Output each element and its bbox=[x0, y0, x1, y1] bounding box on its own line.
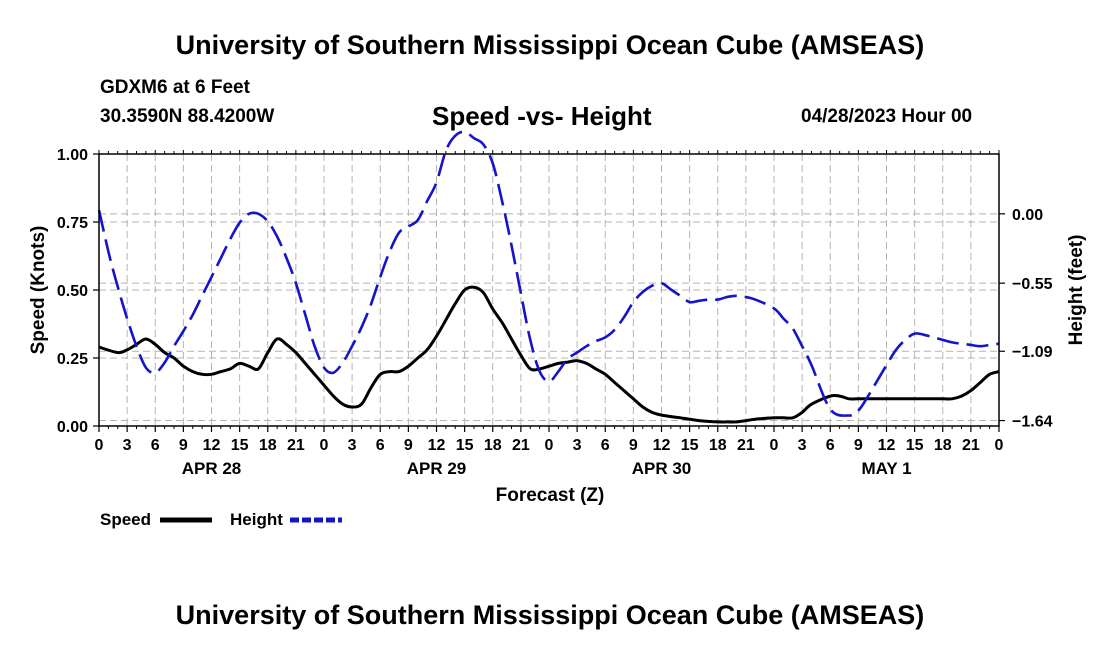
x-tick-label: 18 bbox=[934, 437, 952, 454]
x-tick-label: 0 bbox=[545, 437, 554, 454]
x-tick-label: 12 bbox=[653, 437, 671, 454]
station-label: GDXM6 at 6 Feet bbox=[100, 77, 250, 98]
x-tick-label: 21 bbox=[287, 437, 305, 454]
series-line-height bbox=[97, 130, 1000, 417]
x-tick-label: 9 bbox=[629, 437, 638, 454]
x-tick-label: 6 bbox=[826, 437, 835, 454]
x-tick-label: 9 bbox=[854, 437, 863, 454]
chart-title: Speed -vs- Height bbox=[432, 101, 652, 131]
x-day-label: MAY 1 bbox=[861, 459, 911, 478]
x-tick-label: 12 bbox=[878, 437, 896, 454]
x-tick-label: 3 bbox=[798, 437, 807, 454]
x-day-label: APR 28 bbox=[182, 459, 242, 478]
legend-speed-label: Speed bbox=[100, 510, 151, 529]
x-tick-label: 9 bbox=[179, 437, 188, 454]
x-tick-label: 15 bbox=[906, 437, 924, 454]
x-tick-label: 21 bbox=[962, 437, 980, 454]
y-tick-label: 0.00 bbox=[57, 419, 88, 436]
forecast-date-label: 04/28/2023 Hour 00 bbox=[801, 106, 973, 127]
series-layer bbox=[97, 130, 1000, 424]
page-title: University of Southern Mississippi Ocean… bbox=[175, 30, 925, 60]
legend-height-label: Height bbox=[230, 510, 283, 529]
x-day-label: APR 29 bbox=[407, 459, 467, 478]
y2-tick-label: −1.09 bbox=[1012, 344, 1053, 361]
y-tick-label: 0.25 bbox=[57, 351, 88, 368]
x-day-label: APR 30 bbox=[632, 459, 692, 478]
x-tick-label: 0 bbox=[995, 437, 1004, 454]
y2-tick-label: 0.00 bbox=[1012, 207, 1043, 224]
coordinates-label: 30.3590N 88.4200W bbox=[100, 106, 275, 127]
x-tick-label: 15 bbox=[231, 437, 249, 454]
x-axis-label: Forecast (Z) bbox=[496, 485, 605, 506]
x-tick-label: 9 bbox=[404, 437, 413, 454]
y-axis-label-left: Speed (Knots) bbox=[28, 226, 49, 355]
x-tick-label: 0 bbox=[95, 437, 104, 454]
y2-tick-label: −0.55 bbox=[1012, 276, 1053, 293]
y-tick-label: 0.50 bbox=[57, 283, 88, 300]
legend: Speed Height bbox=[100, 510, 342, 529]
x-tick-label: 15 bbox=[456, 437, 474, 454]
x-tick-label: 12 bbox=[428, 437, 446, 454]
x-tick-label: 21 bbox=[512, 437, 530, 454]
y-axis-label-right: Height (feet) bbox=[1066, 235, 1087, 346]
x-tick-label: 3 bbox=[123, 437, 132, 454]
axes: 0 3 6 9 12 15 18 21 0 3 6 9 12 15 18 21 0 3 6 9 12 15 18 21 0 3 6 9… bbox=[57, 147, 1053, 478]
x-tick-label: 18 bbox=[259, 437, 277, 454]
x-tick-label: 6 bbox=[151, 437, 160, 454]
y2-tick-label: −1.64 bbox=[1012, 414, 1053, 431]
x-tick-label: 0 bbox=[320, 437, 329, 454]
x-tick-label: 6 bbox=[601, 437, 610, 454]
speed-height-chart: 0 3 6 9 12 15 18 21 0 3 6 9 12 15 18 21 0 3 6 9 12 15 18 21 0 3 6 9… bbox=[28, 130, 1087, 529]
x-tick-label: 15 bbox=[681, 437, 699, 454]
x-tick-label: 3 bbox=[573, 437, 582, 454]
y-tick-label: 1.00 bbox=[57, 147, 88, 164]
y-tick-label: 0.75 bbox=[57, 215, 88, 232]
footer-title: University of Southern Mississippi Ocean… bbox=[175, 600, 925, 630]
x-tick-label: 6 bbox=[376, 437, 385, 454]
series-line-speed bbox=[98, 285, 1000, 424]
x-tick-label: 3 bbox=[348, 437, 357, 454]
x-tick-label: 12 bbox=[203, 437, 221, 454]
x-tick-label: 18 bbox=[709, 437, 727, 454]
x-tick-label: 18 bbox=[484, 437, 502, 454]
x-tick-label: 21 bbox=[737, 437, 755, 454]
x-tick-label: 0 bbox=[770, 437, 779, 454]
grid bbox=[99, 154, 999, 426]
